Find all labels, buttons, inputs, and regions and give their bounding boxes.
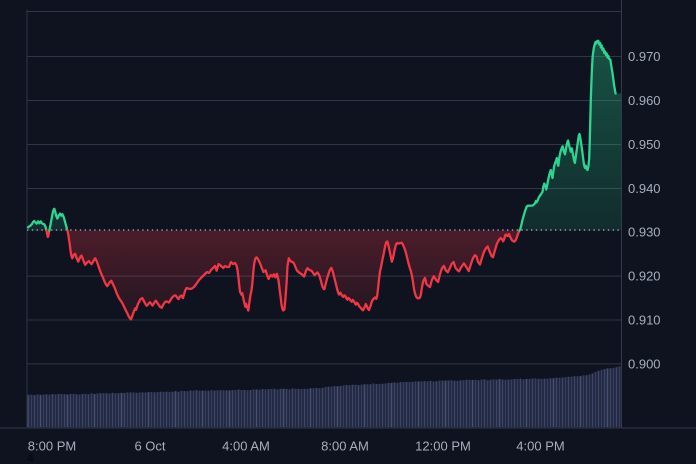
svg-text:0.940: 0.940 — [628, 181, 661, 196]
svg-text:4:00 AM: 4:00 AM — [222, 439, 270, 454]
svg-text:0.910: 0.910 — [628, 313, 661, 328]
svg-text:8:00 PM: 8:00 PM — [28, 439, 76, 454]
svg-text:0.950: 0.950 — [628, 137, 661, 152]
svg-text:8:00 AM: 8:00 AM — [321, 439, 369, 454]
svg-text:6 Oct: 6 Oct — [134, 439, 165, 454]
svg-text:4:00 PM: 4:00 PM — [516, 439, 564, 454]
svg-text:0.920: 0.920 — [628, 269, 661, 284]
svg-text:0.930: 0.930 — [628, 225, 661, 240]
svg-text:0.900: 0.900 — [628, 356, 661, 371]
svg-text:0.970: 0.970 — [628, 49, 661, 64]
svg-text:0.960: 0.960 — [628, 93, 661, 108]
svg-text:4: 4 — [27, 451, 34, 464]
svg-text:12:00 PM: 12:00 PM — [415, 439, 471, 454]
